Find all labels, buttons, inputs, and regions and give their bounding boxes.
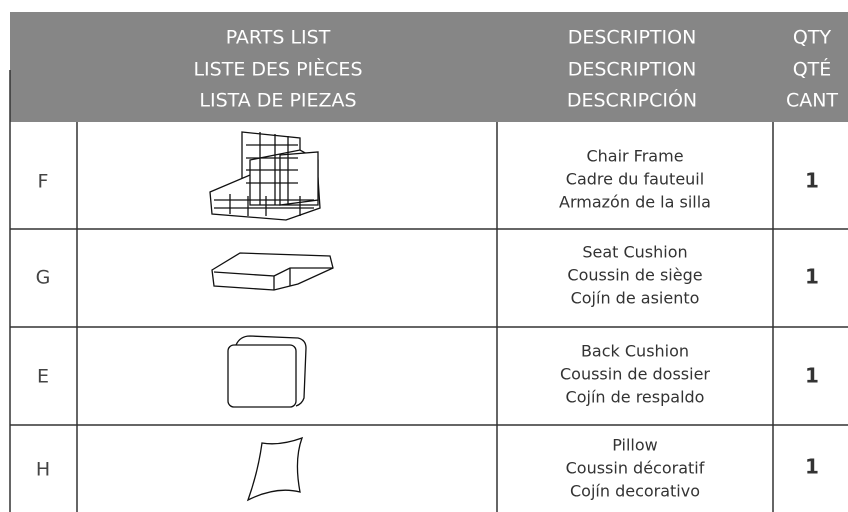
pillow-image [246,436,304,502]
row-letter: G [36,267,51,289]
description-line: Cojín decorativo [570,482,700,501]
row-letter: E [37,366,49,388]
qty: 1 [805,364,819,388]
description-line: Seat Cushion [582,243,687,262]
description-line: Pillow [612,436,658,455]
qty: 1 [805,455,819,479]
back-cushion-image [227,335,307,408]
description-line: Coussin de siège [567,266,702,285]
header-text: DESCRIPTION [568,59,697,81]
description-line: Coussin décoratif [566,459,705,478]
header-text: DESCRIPCIÓN [567,88,697,112]
qty: 1 [805,169,819,193]
description-line: Coussin de dossier [560,365,710,384]
description-line: Armazón de la silla [559,193,711,212]
grid [9,70,848,512]
description-line: Chair Frame [586,147,683,166]
header-text: QTÉ [793,58,832,81]
chair-frame-image [209,131,321,221]
qty: 1 [805,265,819,289]
header-text: PARTS LIST [226,27,331,49]
header-band [10,12,848,122]
description-line: Cadre du fauteuil [566,170,704,189]
header-text: LISTE DES PIÈCES [193,58,362,81]
description-line: Cojín de respaldo [566,388,705,407]
header-text: CANT [786,90,838,112]
header-text: QTY [793,27,832,49]
seat-cushion-image [211,252,334,291]
description-line: Back Cushion [581,342,689,361]
header-text: LISTA DE PIEZAS [199,90,356,112]
description-line: Cojín de asiento [571,289,700,308]
row-letter: F [38,171,49,193]
row-letter: H [36,459,50,481]
header-text: DESCRIPTION [568,27,697,49]
